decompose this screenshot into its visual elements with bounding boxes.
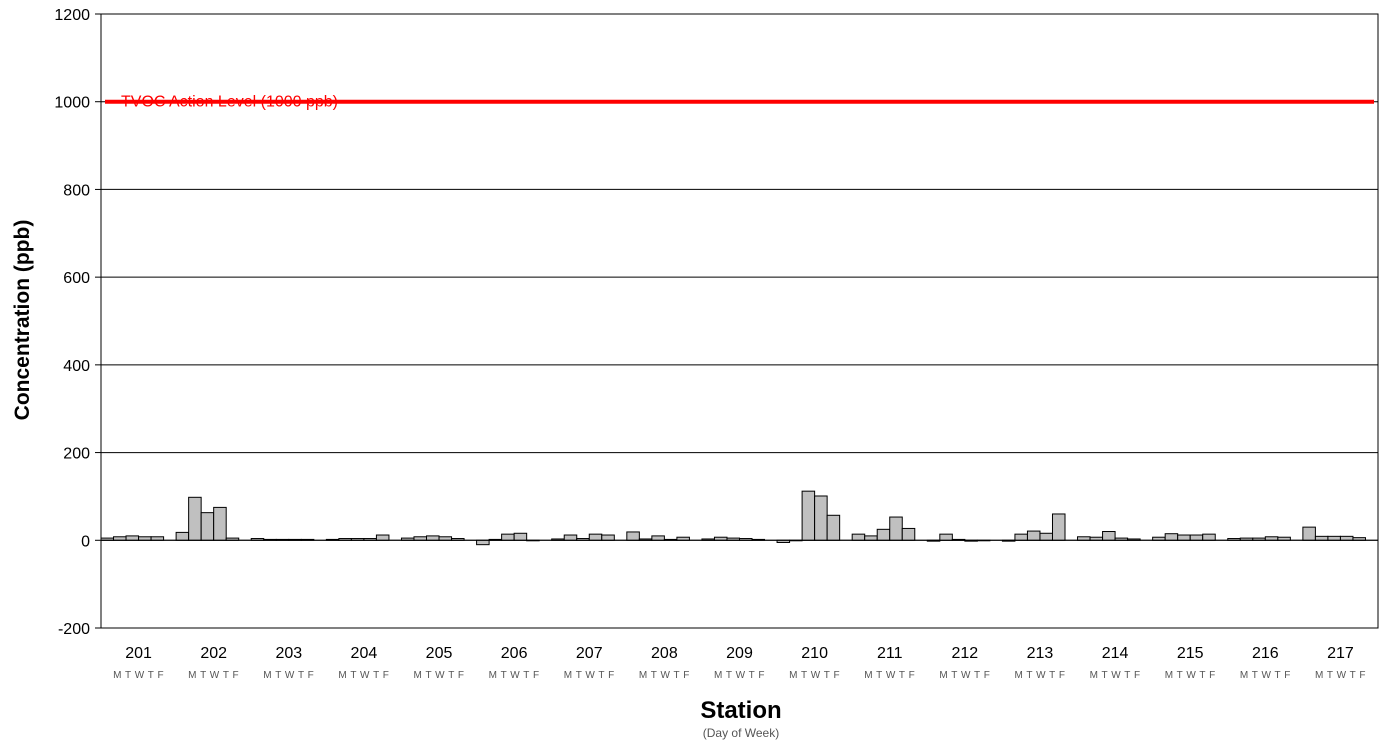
x-axis-sublabel: (Day of Week) [703, 726, 779, 740]
day-of-week-labels: M T W T F [113, 670, 164, 681]
y-axis-label: Concentration (ppb) [11, 220, 34, 421]
bar [213, 506, 227, 541]
bar [1339, 535, 1354, 541]
bar [501, 533, 515, 541]
x-tick-label: 213 [1027, 645, 1054, 662]
day-of-week-labels: M T W T F [489, 670, 540, 681]
y-tick-label: 1200 [54, 7, 90, 24]
x-tick-label: 202 [200, 645, 227, 662]
bar [1051, 513, 1066, 541]
x-tick-label: 203 [275, 645, 302, 662]
x-tick-label: 216 [1252, 645, 1279, 662]
bar [1164, 533, 1179, 541]
y-tick-label: 600 [63, 270, 90, 287]
bar [1014, 533, 1028, 541]
bar [626, 531, 640, 541]
bar [426, 535, 440, 541]
bar [1177, 534, 1191, 541]
day-of-week-labels: M T W T F [564, 670, 615, 681]
bar [826, 514, 841, 541]
bar [125, 535, 140, 541]
x-tick-label: 208 [651, 645, 678, 662]
bar [1314, 535, 1329, 541]
x-axis-label: Station [700, 697, 781, 724]
x-tick-label: 207 [576, 645, 603, 662]
bar [801, 490, 816, 541]
bar [375, 534, 390, 541]
bars-layer [100, 490, 1366, 546]
day-of-week-labels: M T W T F [188, 670, 239, 681]
x-tick-label: 217 [1327, 645, 1354, 662]
day-of-week-labels: M T W T F [1014, 670, 1065, 681]
bar [438, 536, 453, 541]
x-tick-label: 205 [426, 645, 453, 662]
bar [175, 531, 190, 541]
bar [814, 495, 828, 541]
day-of-week-labels: M T W T F [714, 670, 765, 681]
bar [889, 516, 903, 541]
x-tick-label: 209 [726, 645, 753, 662]
bar [150, 536, 165, 541]
x-tick-label: 215 [1177, 645, 1204, 662]
x-tick-label: 201 [125, 645, 152, 662]
day-of-week-labels: M T W T F [263, 670, 314, 681]
bar [1102, 531, 1116, 541]
x-tick-label: 212 [952, 645, 979, 662]
x-tick-label: 214 [1102, 645, 1129, 662]
y-tick-label: 400 [63, 358, 90, 375]
bar [513, 532, 528, 541]
bar [1202, 533, 1216, 541]
bar [113, 536, 127, 541]
axis-layer: -200 0 200 400 600 800 1000 1200 201 M T W T F 202… [54, 7, 1379, 681]
day-of-week-labels: M T W T F [1090, 670, 1141, 681]
y-tick-label: 200 [63, 446, 90, 463]
day-of-week-labels: M T W T F [939, 670, 990, 681]
day-of-week-labels: M T W T F [864, 670, 915, 681]
bar [563, 534, 578, 541]
bar [200, 512, 215, 541]
x-tick-label: 204 [351, 645, 378, 662]
x-tick-label: 206 [501, 645, 528, 662]
bar [413, 536, 428, 541]
bar [876, 528, 891, 541]
bar [851, 533, 866, 541]
bar [138, 536, 152, 541]
bar [651, 535, 665, 541]
bar [939, 533, 953, 541]
reference-layer: TVOC Action Level (1000 ppb) [105, 94, 1374, 111]
bar [864, 535, 878, 541]
x-tick-label: 211 [877, 645, 903, 662]
y-tick-label: -200 [58, 621, 90, 638]
day-of-week-labels: M T W T F [639, 670, 690, 681]
y-tick-label: 800 [63, 182, 90, 199]
day-of-week-labels: M T W T F [1315, 670, 1366, 681]
bar [188, 496, 202, 541]
bar [476, 539, 490, 546]
day-of-week-labels: M T W T F [1165, 670, 1216, 681]
day-of-week-labels: M T W T F [338, 670, 389, 681]
day-of-week-labels: M T W T F [1240, 670, 1291, 681]
day-of-week-labels: M T W T F [789, 670, 840, 681]
grid-layer [101, 101, 1378, 541]
bar [901, 527, 916, 541]
bar [1302, 526, 1316, 541]
plot-border [100, 13, 1379, 629]
bar [601, 534, 615, 541]
y-tick-label: 1000 [54, 95, 90, 112]
bar [1189, 534, 1204, 541]
bar [1026, 530, 1041, 541]
bar [1327, 535, 1341, 541]
day-of-week-labels: M T W T F [414, 670, 465, 681]
bar [1077, 536, 1091, 541]
bar [1264, 536, 1279, 541]
bar [588, 533, 603, 541]
bar [1039, 532, 1053, 541]
x-tick-label: 210 [801, 645, 828, 662]
y-tick-label: 0 [81, 533, 90, 550]
